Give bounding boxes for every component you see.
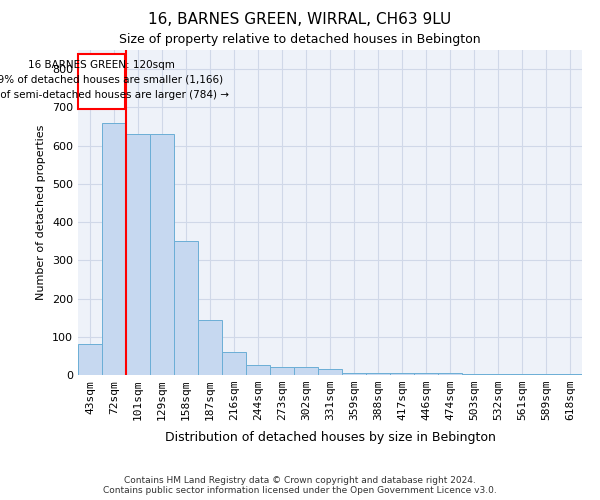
Bar (366, 373, 390, 375)
Text: Contains HM Land Registry data © Crown copyright and database right 2024.
Contai: Contains HM Land Registry data © Crown c… (103, 476, 497, 495)
Bar (486, 374, 510, 375)
Bar (438, 373, 462, 375)
Bar (462, 374, 486, 375)
Bar (150, 134, 174, 375)
Bar (198, 320, 222, 375)
Bar (510, 374, 534, 375)
Bar (414, 373, 438, 375)
Bar (126, 134, 150, 375)
Bar (294, 368, 318, 375)
Bar (222, 352, 246, 375)
Bar (102, 122, 126, 375)
Bar (174, 241, 198, 375)
FancyBboxPatch shape (78, 54, 125, 110)
Bar (534, 374, 558, 375)
Bar (390, 373, 414, 375)
Bar (246, 366, 270, 375)
Bar (270, 368, 294, 375)
Text: 40% of semi-detached houses are larger (784) →: 40% of semi-detached houses are larger (… (0, 90, 229, 100)
Text: ← 59% of detached houses are smaller (1,166): ← 59% of detached houses are smaller (1,… (0, 75, 223, 85)
Text: 16, BARNES GREEN, WIRRAL, CH63 9LU: 16, BARNES GREEN, WIRRAL, CH63 9LU (148, 12, 452, 28)
Bar (342, 373, 366, 375)
Bar (318, 370, 342, 375)
Bar (558, 374, 582, 375)
X-axis label: Distribution of detached houses by size in Bebington: Distribution of detached houses by size … (164, 432, 496, 444)
Text: Size of property relative to detached houses in Bebington: Size of property relative to detached ho… (119, 32, 481, 46)
Y-axis label: Number of detached properties: Number of detached properties (37, 125, 46, 300)
Bar (78, 344, 102, 375)
Text: 16 BARNES GREEN: 120sqm: 16 BARNES GREEN: 120sqm (28, 60, 175, 70)
